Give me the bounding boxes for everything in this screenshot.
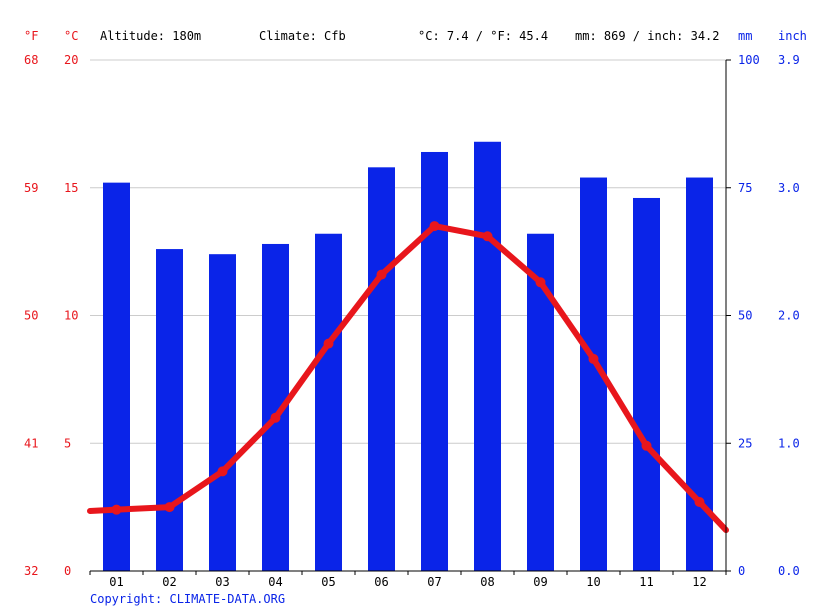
precipitation-bar [474, 141, 501, 571]
fahrenheit-unit-label: °F [24, 29, 39, 43]
fahrenheit-tick-label: 32 [24, 564, 38, 578]
mm-tick-label: 100 [738, 53, 760, 67]
temperature-point [111, 504, 122, 515]
temperature-point [270, 412, 281, 423]
fahrenheit-tick-label: 68 [24, 53, 38, 67]
inch-tick-label: 3.0 [778, 181, 800, 195]
month-label: 03 [215, 575, 229, 589]
temperature-point [429, 221, 440, 232]
precipitation-bar [315, 233, 342, 572]
temperature-line-path [87, 223, 729, 534]
fahrenheit-tick-label: 41 [24, 436, 38, 450]
inch-tick-label: 0.0 [778, 564, 800, 578]
celsius-tick-label: 0 [64, 564, 71, 578]
inch-tick-label: 1.0 [778, 436, 800, 450]
temperature-point [323, 338, 334, 349]
celsius-tick-label: 10 [64, 309, 78, 323]
tick-labels: 32 0 0 0.041 5 25 1.050 10 50 2.059 15 75 3.068 20 100… [24, 53, 800, 589]
precipitation-bars [103, 141, 713, 572]
temperature-point [694, 497, 705, 508]
month-label: 11 [639, 575, 653, 589]
month-label: 08 [480, 575, 494, 589]
precipitation-total-label: mm: 869 / inch: 34.2 [575, 29, 720, 43]
fahrenheit-tick-label: 50 [24, 309, 38, 323]
precipitation-bar [209, 254, 236, 571]
grid-lines [90, 59, 726, 444]
temperature-point [588, 353, 599, 364]
temperature-point [641, 440, 652, 451]
month-label: 06 [374, 575, 388, 589]
temperature-average-label: °C: 7.4 / °F: 45.4 [418, 29, 549, 43]
temperature-point [164, 502, 175, 513]
inch-tick-label: 3.9 [778, 53, 800, 67]
axes [89, 59, 731, 575]
precipitation-bar [527, 233, 554, 572]
temperature-point [217, 466, 228, 477]
fahrenheit-tick-label: 59 [24, 181, 38, 195]
climate-label: Climate: Cfb [259, 29, 346, 43]
month-label: 04 [268, 575, 282, 589]
celsius-tick-label: 20 [64, 53, 78, 67]
temperature-point [535, 277, 546, 288]
copyright-text: Copyright: CLIMATE-DATA.ORG [90, 592, 286, 606]
precipitation-bar [633, 197, 660, 571]
inch-tick-label: 2.0 [778, 309, 800, 323]
mm-tick-label: 50 [738, 309, 752, 323]
precipitation-bar [156, 249, 183, 571]
mm-tick-label: 25 [738, 436, 752, 450]
month-label: 01 [109, 575, 123, 589]
precipitation-bar [368, 167, 395, 571]
month-label: 09 [533, 575, 547, 589]
mm-tick-label: 0 [738, 564, 745, 578]
celsius-tick-label: 15 [64, 181, 78, 195]
month-label: 07 [427, 575, 441, 589]
celsius-tick-label: 5 [64, 436, 71, 450]
temperature-point [376, 269, 387, 280]
month-label: 10 [586, 575, 600, 589]
month-label: 05 [321, 575, 335, 589]
mm-unit-label: mm [738, 29, 753, 43]
temperature-line [87, 221, 729, 534]
precipitation-bar [421, 151, 448, 572]
inch-unit-label: inch [778, 29, 807, 43]
month-label: 12 [692, 575, 706, 589]
temperature-point [482, 231, 493, 242]
altitude-label: Altitude: 180m [100, 29, 202, 43]
mm-tick-label: 75 [738, 181, 752, 195]
celsius-unit-label: °C [64, 29, 79, 43]
month-label: 02 [162, 575, 176, 589]
